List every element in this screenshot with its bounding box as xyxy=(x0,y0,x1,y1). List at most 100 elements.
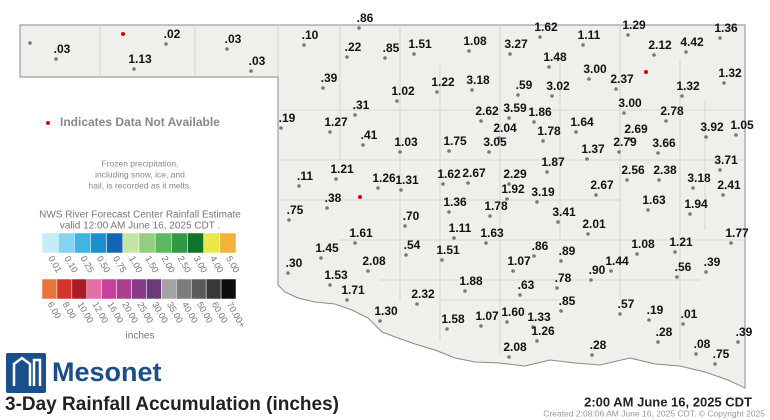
station-dot xyxy=(479,324,483,328)
legend-swatch xyxy=(71,278,88,300)
station-dot xyxy=(441,182,445,186)
station-dot xyxy=(497,136,501,140)
station-dot xyxy=(415,302,419,306)
station-dot xyxy=(718,168,722,172)
station-dot xyxy=(399,188,403,192)
station-dot xyxy=(721,193,725,197)
station-dot xyxy=(652,53,656,57)
station-value: 1.51 xyxy=(408,37,432,51)
legend-swatch xyxy=(41,278,58,300)
legend-label: 6.00 xyxy=(46,300,63,320)
station-value: .39 xyxy=(321,71,338,85)
station-value: .01 xyxy=(681,307,698,321)
station-dot xyxy=(585,157,589,161)
station-dot xyxy=(511,269,515,273)
logo-text: Mesonet xyxy=(52,357,162,387)
station-value: .54 xyxy=(404,238,421,252)
station-value: 2.78 xyxy=(660,104,684,118)
station-dot xyxy=(675,275,679,279)
station-value: .38 xyxy=(325,191,342,205)
station-dot xyxy=(664,119,668,123)
legend-swatch xyxy=(41,232,59,254)
station-dot xyxy=(287,218,291,222)
station-value: 2.37 xyxy=(610,72,634,86)
station-value: 1.71 xyxy=(341,283,365,297)
legend-swatch xyxy=(106,232,124,254)
station-dot xyxy=(538,35,542,39)
station-dot xyxy=(470,88,474,92)
legend-note: hail, is recorded as it melts. xyxy=(89,180,192,190)
legend-label: 4.00 xyxy=(208,254,225,274)
legend-swatch xyxy=(122,232,140,254)
legend-label: 1.50 xyxy=(143,254,160,274)
legend-swatch xyxy=(219,232,237,254)
legend-swatch xyxy=(154,232,172,254)
station-value: 1.53 xyxy=(324,268,348,282)
station-value: 2.08 xyxy=(362,254,386,268)
station-dot xyxy=(518,293,522,297)
station-value: .90 xyxy=(589,263,606,277)
legend-swatch xyxy=(190,278,207,300)
station-value: 1.22 xyxy=(431,75,455,89)
station-dot xyxy=(622,111,626,115)
station-dot xyxy=(505,320,509,324)
station-value: 1.07 xyxy=(475,309,499,323)
station-dot xyxy=(249,69,253,73)
station-dot xyxy=(353,241,357,245)
created: Created 2:08:06 AM June 16, 2025 CDT. © … xyxy=(543,408,765,418)
station-value: 1.45 xyxy=(315,241,339,255)
station-value: 1.44 xyxy=(605,254,629,268)
station-dot xyxy=(435,90,439,94)
station-value: .89 xyxy=(559,244,576,258)
station-dot xyxy=(403,224,407,228)
station-value: 2.69 xyxy=(624,122,648,136)
station-value: 1.36 xyxy=(714,21,738,35)
station-value: .85 xyxy=(559,294,576,308)
station-value: 1.03 xyxy=(394,135,418,149)
station-dot xyxy=(376,186,380,190)
station-value: 1.63 xyxy=(480,226,504,240)
legend-swatch xyxy=(205,278,222,300)
legend-units: inches xyxy=(126,331,155,342)
station-value: 1.21 xyxy=(330,162,354,176)
legend-swatch xyxy=(203,232,221,254)
station-dot xyxy=(713,362,717,366)
legend-note: Frozen precipitation, xyxy=(101,158,178,168)
station-dot xyxy=(334,177,338,181)
state-outline xyxy=(19,24,746,389)
station-value: 3.00 xyxy=(583,62,607,76)
station-dot xyxy=(704,270,708,274)
station-dot xyxy=(345,55,349,59)
station-dot xyxy=(734,133,738,137)
station-dot xyxy=(594,193,598,197)
station-value: 1.92 xyxy=(501,182,525,196)
station-dot xyxy=(325,206,329,210)
station-dot xyxy=(321,86,325,90)
legend-missing-dot xyxy=(46,121,50,125)
station-value: 1.02 xyxy=(391,84,415,98)
station-dot xyxy=(479,119,483,123)
station-value: 3.27 xyxy=(504,37,528,51)
station-value: 2.56 xyxy=(621,163,645,177)
station-value: 3.66 xyxy=(652,136,676,150)
logo: Mesonet xyxy=(6,353,162,393)
station-dot xyxy=(132,67,136,71)
legend-note: including snow, ice, and xyxy=(95,169,185,179)
station-value: 3.05 xyxy=(483,135,507,149)
station-dot xyxy=(279,126,283,130)
legend-label: 0.50 xyxy=(95,254,112,274)
station-dot xyxy=(587,77,591,81)
station-dot xyxy=(590,353,594,357)
station-value: .19 xyxy=(279,111,296,125)
station-dot xyxy=(531,325,535,329)
legend-swatch xyxy=(90,232,107,254)
station-value: .31 xyxy=(353,98,370,112)
station-value: 3.18 xyxy=(687,171,711,185)
station-value: .28 xyxy=(590,338,607,352)
station-dot xyxy=(328,130,332,134)
station-value: .39 xyxy=(736,325,753,339)
missing-dot xyxy=(644,70,648,74)
station-value: 2.79 xyxy=(613,135,637,149)
station-dot xyxy=(467,49,471,53)
station-value: .41 xyxy=(361,128,378,142)
